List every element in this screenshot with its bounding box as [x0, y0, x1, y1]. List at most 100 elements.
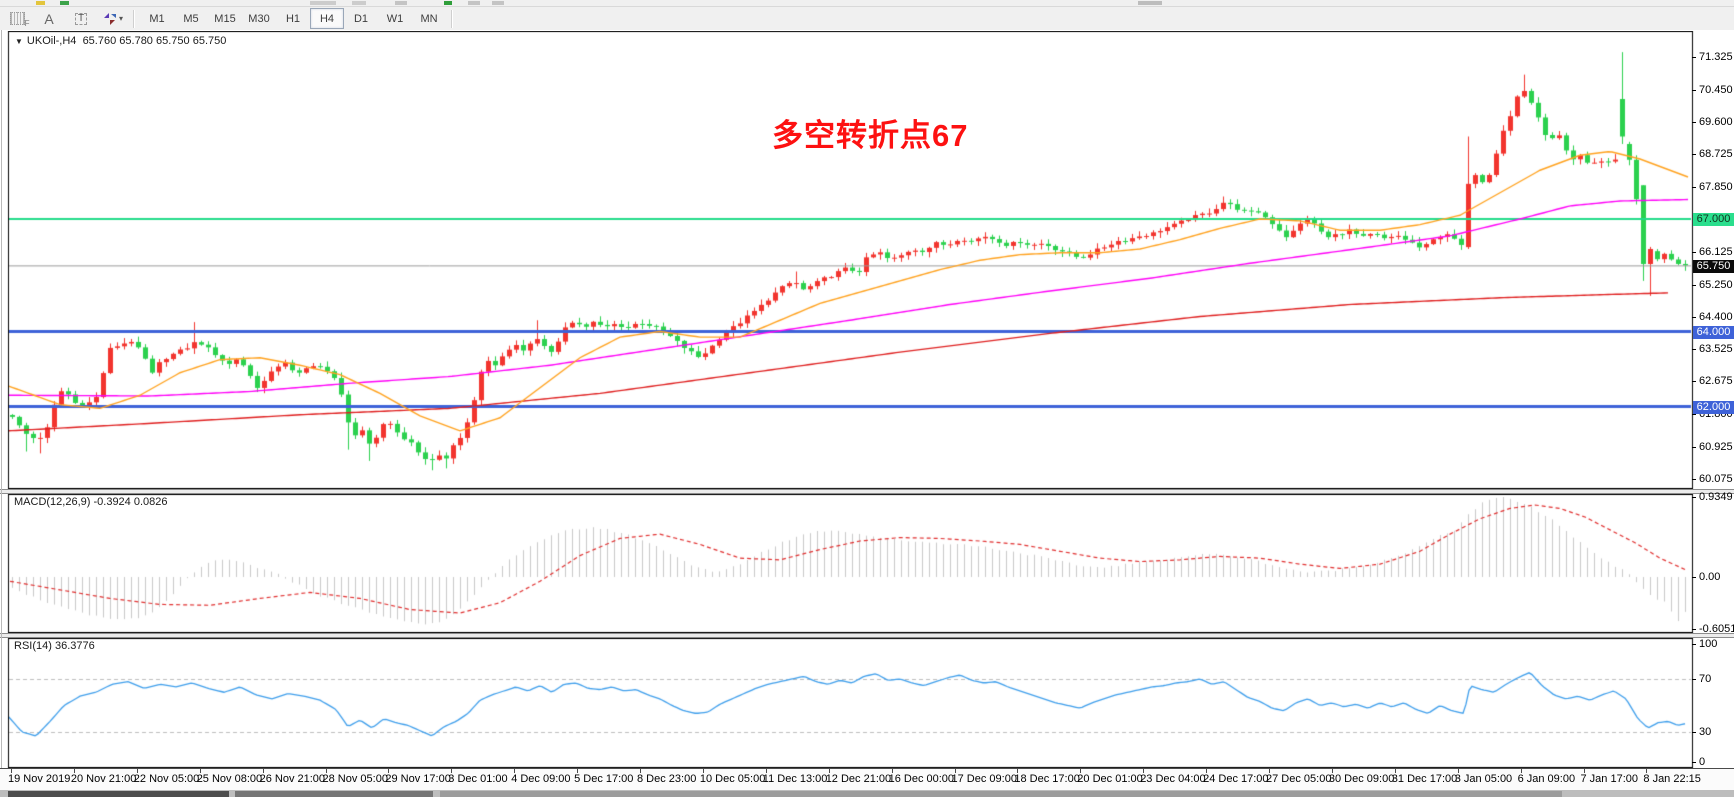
axis-tick-mark	[1692, 679, 1696, 680]
axis-tick-mark	[1692, 316, 1696, 318]
low-value: 65.750	[156, 35, 190, 47]
timeframe-button-m5[interactable]: M5	[183, 12, 199, 25]
price-tick-label: 68.725	[1699, 148, 1733, 161]
rsi-tick-label: 0	[1699, 756, 1706, 768]
price-tick-label: 63.525	[1699, 343, 1733, 356]
price-tick-label: 66.125	[1699, 245, 1733, 258]
time-axis-label: 20 Nov 21:00	[70, 773, 137, 785]
time-axis-tick	[136, 769, 138, 773]
time-axis-label: 3 Jan 05:00	[1454, 773, 1513, 785]
axis-tick-mark	[1692, 446, 1696, 448]
high-value: 65.780	[119, 35, 153, 47]
toolbar-remnant-icon	[492, 1, 504, 5]
grid-icon-f-label: F	[24, 19, 30, 28]
time-axis-label: 31 Dec 17:00	[1391, 773, 1458, 785]
axis-tick-mark	[1692, 496, 1696, 498]
rsi-tick-label: 100	[1699, 638, 1718, 650]
time-axis-label: 20 Dec 01:00	[1077, 773, 1143, 785]
time-axis-label: 11 Dec 13:00	[762, 773, 828, 785]
text-label-tool-button[interactable]: A	[44, 10, 54, 27]
time-axis-tick	[514, 769, 516, 773]
time-axis-tick	[891, 769, 893, 773]
time-axis-tick	[73, 769, 75, 773]
close-value: 65.750	[192, 35, 227, 47]
toolbar-remnant-icon	[444, 1, 452, 5]
time-axis-label: 29 Nov 17:00	[385, 773, 451, 785]
time-axis-tick	[1080, 769, 1082, 773]
macd-indicator-label: MACD(12,26,9) -0.3924 0.0826	[14, 496, 168, 508]
chart-region: ▼ UKOil-,H4 65.760 65.780 65.750 65.750 多…	[0, 30, 1734, 768]
timeframe-button-mn[interactable]: MN	[420, 12, 438, 25]
time-axis-tick	[702, 769, 704, 773]
time-axis-tick	[828, 769, 830, 773]
timeframe-button-m30[interactable]: M30	[248, 12, 270, 25]
time-axis-tick	[1269, 769, 1270, 773]
chart-annotation-text[interactable]: 多空转折点67	[772, 118, 969, 153]
toolbar-remnant-icon	[310, 1, 336, 5]
bottom-tab-2[interactable]	[235, 791, 433, 797]
time-axis-label: 19 Nov 2019	[8, 773, 71, 785]
macd-indicator-canvas[interactable]	[0, 494, 1734, 633]
axis-tick-mark	[1692, 644, 1696, 645]
panel-splitter[interactable]	[0, 489, 1734, 494]
time-axis-tick	[1394, 769, 1396, 773]
chart-grid-icon[interactable]: F	[2, 9, 32, 28]
time-axis-label: 10 Dec 05:00	[699, 773, 766, 785]
price-tag-67.000: 67.000	[1693, 213, 1734, 226]
macd-name: MACD(12,26,9)	[14, 496, 91, 508]
arrows-icon	[103, 12, 116, 25]
price-tick-label: 67.850	[1699, 181, 1733, 194]
time-axis-tick	[954, 769, 956, 773]
rsi-indicator-canvas[interactable]	[0, 638, 1734, 768]
axis-tick-mark	[1692, 154, 1696, 156]
time-axis-label: 25 Nov 08:00	[196, 773, 263, 785]
time-axis-label: 30 Dec 09:00	[1328, 773, 1395, 785]
axis-tick-mark	[1692, 414, 1696, 415]
timeframe-button-h4[interactable]: H4	[310, 8, 344, 29]
timeframe-button-m1[interactable]: M1	[149, 12, 165, 25]
rsi-tick-label: 70	[1699, 673, 1712, 685]
macd-tick-label: 0.00	[1699, 571, 1721, 583]
macd-tick-label: -0.6051	[1699, 622, 1734, 635]
toolbar-remnant-icon	[352, 1, 366, 5]
time-axis-tick	[640, 769, 641, 773]
text-box-tool-button[interactable]: T	[66, 9, 96, 28]
rsi-tick-label: 30	[1699, 726, 1712, 738]
price-tick-label: 60.925	[1699, 440, 1733, 453]
toolbar-remnant-icon	[395, 1, 407, 5]
time-axis-label: 26 Nov 21:00	[259, 773, 326, 785]
price-chart-canvas[interactable]	[0, 31, 1734, 489]
price-tick-label: 69.600	[1699, 115, 1733, 128]
time-axis-tick	[1206, 769, 1208, 773]
timeframe-button-d1[interactable]: D1	[353, 12, 369, 25]
panel-splitter[interactable]	[0, 633, 1734, 638]
toolbar-remnant-icon	[60, 1, 69, 5]
axis-tick-mark	[1692, 732, 1696, 733]
time-axis-tick	[765, 769, 767, 773]
chart-title[interactable]: ▼ UKOil-,H4 65.760 65.780 65.750 65.750	[15, 35, 226, 47]
rsi-name: RSI(14)	[14, 640, 52, 652]
time-axis-tick	[1017, 769, 1019, 773]
time-axis[interactable]: 19 Nov 2019 20 Nov 21:00 22 Nov 05:00 25 No…	[0, 768, 1734, 791]
axis-tick-mark	[1692, 762, 1696, 763]
axis-tick-mark	[1692, 121, 1696, 123]
axis-tick-mark	[1692, 478, 1696, 480]
time-axis-tick	[1646, 769, 1648, 773]
price-tick-label: 65.250	[1699, 278, 1733, 291]
bottom-tab-3[interactable]	[440, 791, 1562, 797]
text-box-icon: T	[74, 12, 88, 25]
timeframe-button-w1[interactable]: W1	[386, 12, 404, 25]
symbol-dropdown-icon[interactable]: ▼	[15, 37, 23, 46]
time-axis-tick	[1457, 769, 1459, 773]
bottom-tab-1[interactable]	[8, 791, 229, 797]
window-tab-strip	[0, 790, 1734, 797]
objects-arrows-button[interactable]: ▾	[98, 9, 128, 28]
time-axis-tick	[388, 769, 390, 773]
dropdown-caret-icon[interactable]: ▾	[118, 14, 123, 23]
timeframe-button-m15[interactable]: M15	[214, 12, 236, 25]
price-tick-label: 71.325	[1699, 50, 1733, 63]
timeframe-button-h1[interactable]: H1	[285, 12, 301, 25]
toolbar-separator	[451, 9, 453, 28]
time-axis-tick	[1583, 769, 1585, 773]
rsi-indicator-label: RSI(14) 36.3776	[14, 640, 95, 652]
